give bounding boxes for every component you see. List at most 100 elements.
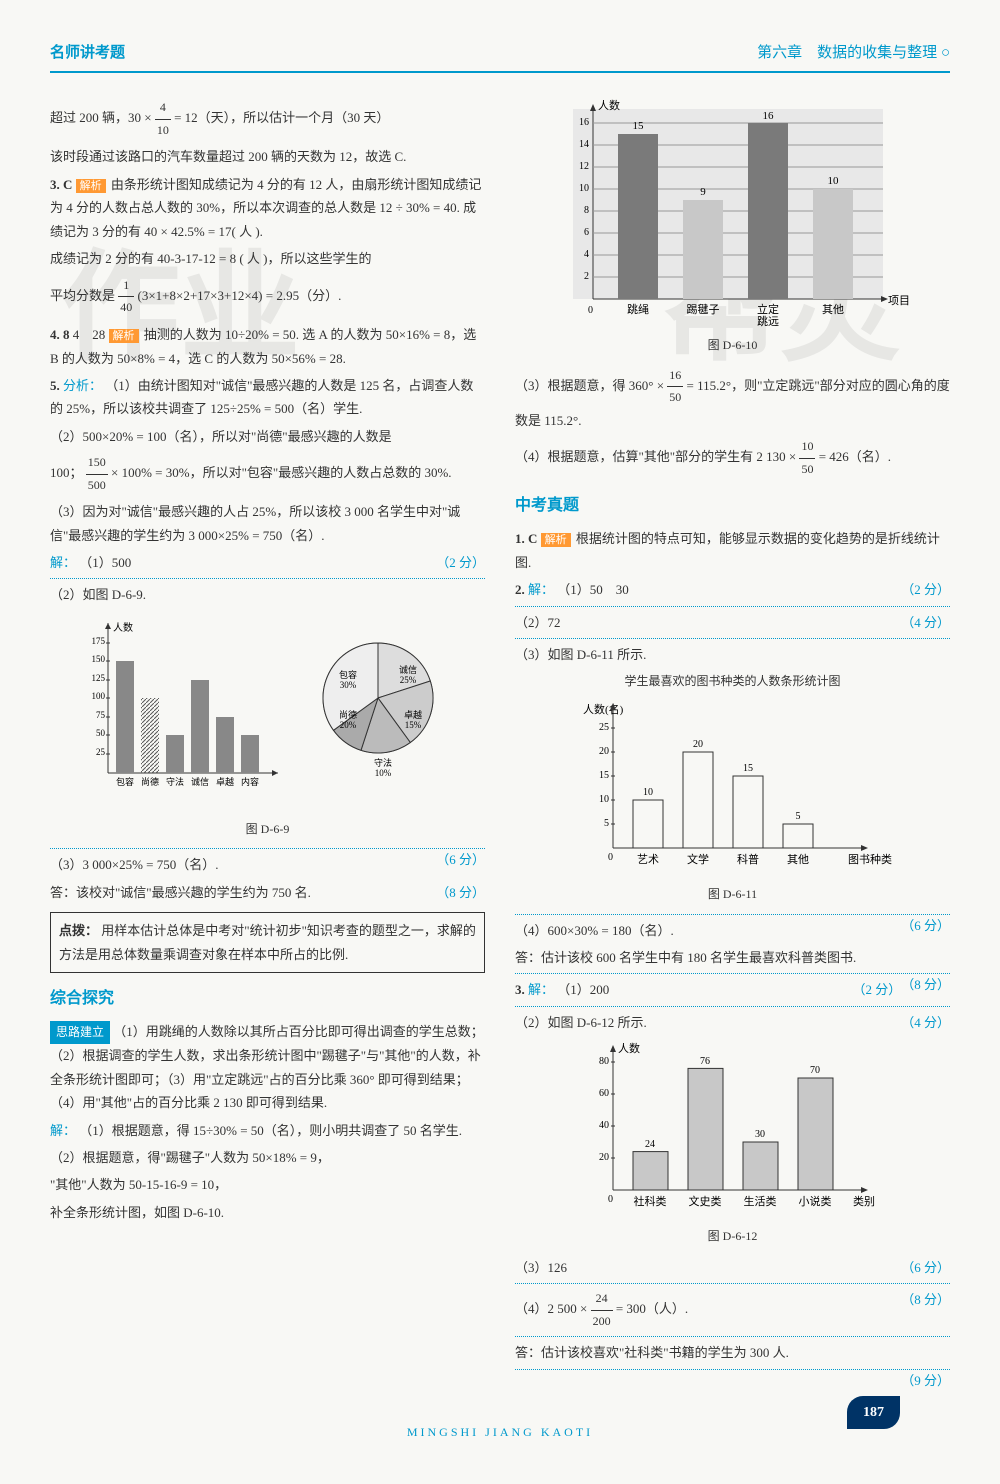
svg-text:15: 15 xyxy=(632,120,644,132)
svg-text:文学: 文学 xyxy=(687,852,709,866)
svg-text:文史类: 文史类 xyxy=(688,1194,721,1208)
svg-text:科普: 科普 xyxy=(737,852,759,866)
dotted-divider xyxy=(515,1283,950,1284)
svg-text:其他: 其他 xyxy=(787,853,809,866)
analysis-tag: 解析 xyxy=(109,329,139,343)
svg-text:包容: 包容 xyxy=(115,776,133,787)
svg-text:跳绳: 跳绳 xyxy=(627,302,649,316)
svg-text:生活类: 生活类 xyxy=(743,1194,776,1208)
dotted-divider xyxy=(515,606,950,607)
q3-line3: 平均分数是 140 (3×1+8×2+17×3+12×4) = 2.95（分）. xyxy=(50,275,485,319)
svg-text:9: 9 xyxy=(700,186,706,198)
svg-text:80: 80 xyxy=(599,1056,609,1067)
svg-text:125: 125 xyxy=(91,673,105,683)
intro-line-2: 该时段通过该路口的汽车数量超过 200 辆的天数为 12，故选 C. xyxy=(50,145,485,168)
zk3-4: （4）2 500 × 24200 = 300（人）. （8 分） xyxy=(515,1288,950,1332)
svg-text:其他: 其他 xyxy=(822,303,844,316)
svg-text:尚德: 尚德 xyxy=(140,776,158,787)
svg-text:0: 0 xyxy=(608,1194,613,1205)
intro-line-1: 超过 200 辆，30 × 410 = 12（天），所以估计一个月（30 天） xyxy=(50,97,485,141)
svg-text:10: 10 xyxy=(579,183,589,194)
svg-text:8: 8 xyxy=(584,205,589,216)
svg-text:10%: 10% xyxy=(374,768,391,778)
zk3-3: （3）126 （6 分） xyxy=(515,1256,950,1279)
analysis-tag: 解析 xyxy=(541,533,571,547)
chart-caption-4: 图 D-6-12 xyxy=(515,1226,950,1248)
svg-text:75: 75 xyxy=(96,710,106,720)
left-column: 超过 200 辆，30 × 410 = 12（天），所以估计一个月（30 天） … xyxy=(50,93,485,1392)
dotted-divider xyxy=(515,1369,950,1370)
svg-text:10: 10 xyxy=(827,175,839,187)
zk3-1: 3. 解： （1）200 （2 分） xyxy=(515,978,950,1001)
q5-4: （3）因为对"诚信"最感兴趣的人占 25%，所以该校 3 000 名学生中对"诚… xyxy=(50,500,485,547)
dotted-divider xyxy=(515,1336,950,1337)
svg-text:20: 20 xyxy=(693,739,703,750)
svg-text:15: 15 xyxy=(599,770,609,781)
svg-text:诚信: 诚信 xyxy=(190,776,208,787)
zhtj-4: 补全条形统计图，如图 D-6-10. xyxy=(50,1201,485,1224)
q5-solve-1: 解： （1）500 （2 分） xyxy=(50,551,485,574)
svg-text:175: 175 xyxy=(91,636,105,646)
svg-text:小说类: 小说类 xyxy=(798,1194,831,1208)
zk2-4: （4）600×30% = 180（名）. xyxy=(515,919,950,942)
q5-2: （2）500×20% = 100（名），所以对"尚德"最感兴趣的人数是 xyxy=(50,425,485,448)
svg-text:24: 24 xyxy=(645,1139,655,1150)
q3-line2: 成绩记为 2 分的有 40-3-17-12 = 8 ( 人 )，所以这些学生的 xyxy=(50,247,485,270)
svg-text:卓越: 卓越 xyxy=(215,776,233,787)
svg-text:0: 0 xyxy=(588,305,593,316)
svg-text:10: 10 xyxy=(599,794,609,805)
svg-text:25: 25 xyxy=(96,747,106,757)
svg-text:守法: 守法 xyxy=(373,757,391,768)
chart-caption-2: 图 D-6-10 xyxy=(515,335,950,357)
q5-sub2: （2）如图 D-6-9. xyxy=(50,583,485,606)
q5-3: 100； 150500 × 100% = 30%，所以对"包容"最感兴趣的人数占… xyxy=(50,452,485,496)
dotted-divider xyxy=(515,914,950,915)
svg-text:类别: 类别 xyxy=(853,1194,875,1208)
svg-text:25%: 25% xyxy=(399,675,416,685)
chart3-title: 学生最喜欢的图书种类的人数条形统计图 xyxy=(515,671,950,693)
page-header: 名师讲考题 第六章 数据的收集与整理 xyxy=(50,40,950,73)
chart-d-6-12: 人数 类别 20 40 60 80 24 76 30 70 社科类文史类 生活类… xyxy=(563,1040,903,1220)
svg-text:4: 4 xyxy=(584,249,589,260)
section-zonghe: 综合探究 xyxy=(50,985,485,1014)
q5: 5. 分析： （1）由统计图知对"诚信"最感兴趣的人数是 125 名，占调查人数… xyxy=(50,374,485,421)
svg-text:人数: 人数 xyxy=(598,99,620,112)
svg-text:100: 100 xyxy=(91,691,105,701)
svg-text:6: 6 xyxy=(584,227,589,238)
chart-caption-1: 图 D-6-9 xyxy=(50,819,485,841)
svg-text:项目: 项目 xyxy=(888,294,910,307)
page-number: 187 xyxy=(847,1396,900,1429)
svg-text:跳远: 跳远 xyxy=(757,314,779,328)
zk2-1: 2. 解： （1）50 30 （2 分） xyxy=(515,578,950,601)
svg-text:人数: 人数 xyxy=(113,621,133,634)
svg-text:诚信: 诚信 xyxy=(398,664,416,675)
svg-text:15: 15 xyxy=(743,763,753,774)
svg-text:10: 10 xyxy=(643,787,653,798)
q5-sub3: （3）3 000×25% = 750（名）. xyxy=(50,853,485,876)
q5-ans3: 答：该校对"诚信"最感兴趣的学生约为 750 名. （8 分） xyxy=(50,881,485,904)
analysis-tag: 解析 xyxy=(76,179,106,193)
svg-text:2: 2 xyxy=(584,271,589,282)
zk1: 1. C 解析 根据统计图的特点可知，能够显示数据的变化趋势的是折线统计图. xyxy=(515,527,950,574)
dotted-divider xyxy=(515,973,950,974)
svg-text:12: 12 xyxy=(579,161,589,172)
silujianli: 思路建立 （1）用跳绳的人数除以其所占百分比即可得出调查的学生总数；（2）根据调… xyxy=(50,1020,485,1115)
zhtj-3: "其他"人数为 50-15-16-9 = 10， xyxy=(50,1173,485,1196)
svg-text:立定: 立定 xyxy=(757,302,779,316)
svg-text:30%: 30% xyxy=(339,680,356,690)
zk3-2: （2）如图 D-6-12 所示. （4 分） xyxy=(515,1011,950,1034)
svg-text:150: 150 xyxy=(91,654,105,664)
svg-text:16: 16 xyxy=(579,117,589,128)
zhtj-solve: 解： （1）根据题意，得 15÷30% = 50（名），则小明共调查了 50 名… xyxy=(50,1119,485,1142)
svg-text:50: 50 xyxy=(96,728,106,738)
svg-text:人数(名): 人数(名) xyxy=(583,702,624,716)
zk3-ans4: 答：估计该校喜欢"社科类"书籍的学生为 300 人. xyxy=(515,1341,950,1364)
svg-text:14: 14 xyxy=(579,139,589,150)
right-column: 人数 项目 2 4 6 8 10 12 14 16 15 9 16 10 xyxy=(515,93,950,1392)
svg-text:图书种类: 图书种类 xyxy=(848,852,892,866)
svg-text:60: 60 xyxy=(599,1088,609,1099)
chart-d-6-11: 人数(名) 图书种类 5 10 15 20 25 10 20 15 5 艺术文学… xyxy=(563,698,903,878)
q3: 3. C 解析 由条形统计图知成绩记为 4 分的有 12 人，由扇形统计图知成绩… xyxy=(50,173,485,244)
svg-text:15%: 15% xyxy=(404,720,421,730)
svg-text:5: 5 xyxy=(604,818,609,829)
